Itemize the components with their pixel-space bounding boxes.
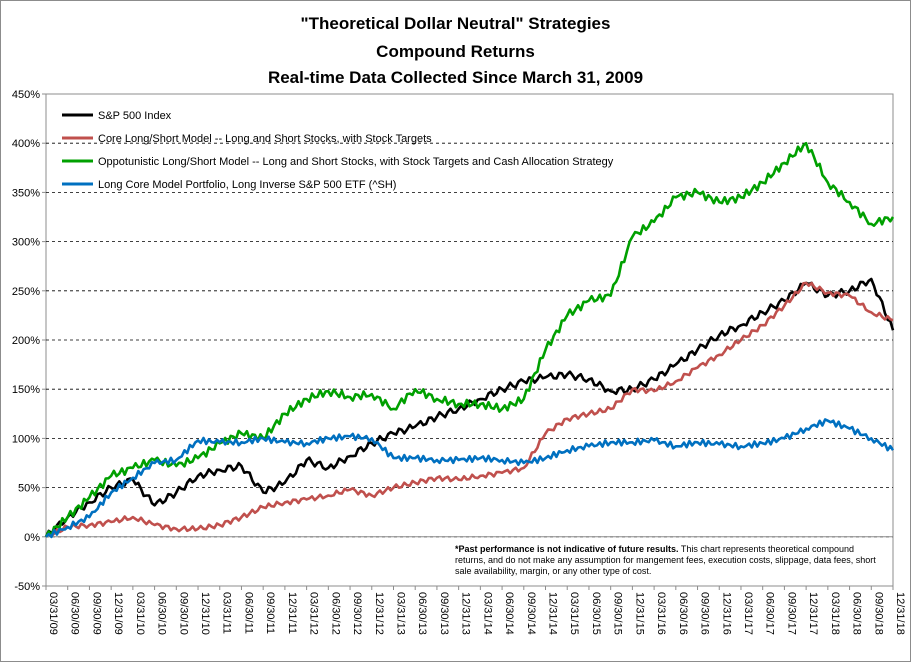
x-tick-label: 12/31/10 — [199, 592, 211, 635]
disclaimer-text: This chart represents theoretical compou… — [455, 544, 876, 576]
x-tick-label: 03/31/15 — [568, 592, 580, 635]
x-tick-label: 06/30/11 — [242, 592, 254, 634]
x-tick-label: 06/30/10 — [156, 592, 168, 635]
x-tick-label: 09/30/16 — [699, 592, 711, 635]
disclaimer-note: *Past performance is not indicative of f… — [455, 544, 885, 577]
series-line-2 — [44, 141, 895, 538]
y-tick-label: 50% — [18, 483, 40, 495]
y-tick-label: 450% — [12, 89, 40, 101]
legend-label-3: Long Core Model Portfolio, Long Inverse … — [98, 179, 396, 191]
x-tick-label: 03/31/16 — [655, 592, 667, 635]
chart-subtitle-1: Compound Returns — [376, 42, 535, 61]
chart-title: "Theoretical Dollar Neutral" Strategies — [300, 14, 611, 33]
x-tick-label: 12/31/14 — [547, 592, 559, 635]
legend-label-2: Oppotunistic Long/Short Model -- Long an… — [98, 156, 614, 168]
y-tick-label: 400% — [12, 138, 40, 150]
x-tick-label: 03/31/18 — [829, 592, 841, 635]
x-tick-label: 12/31/15 — [633, 592, 645, 635]
x-tick-label: 09/30/18 — [872, 592, 884, 635]
y-tick-label: 300% — [12, 237, 40, 249]
series-line-0 — [44, 277, 895, 538]
x-tick-label: 06/30/18 — [851, 592, 863, 635]
x-tick-label: 09/30/11 — [264, 592, 276, 634]
disclaimer-bold: *Past performance is not indicative of f… — [455, 544, 679, 554]
x-tick-label: 03/31/11 — [221, 592, 233, 634]
x-tick-label: 06/30/13 — [416, 592, 428, 635]
x-tick-label: 09/30/10 — [177, 592, 189, 635]
x-tick-label: 12/31/11 — [286, 592, 298, 634]
x-tick-label: 12/31/18 — [894, 592, 906, 635]
x-tick-label: 03/31/14 — [481, 592, 493, 635]
y-tick-label: 350% — [12, 187, 40, 199]
x-tick-label: 09/30/12 — [351, 592, 363, 635]
x-tick-label: 06/30/09 — [69, 592, 81, 635]
y-tick-label: -50% — [14, 581, 40, 593]
x-tick-label: 09/30/13 — [438, 592, 450, 635]
x-tick-label: 06/30/17 — [764, 592, 776, 635]
x-tick-label: 06/30/15 — [590, 592, 602, 635]
x-tick-label: 12/31/16 — [720, 592, 732, 635]
y-tick-label: 250% — [12, 286, 40, 298]
x-tick-label: 06/30/14 — [503, 592, 515, 635]
legend-label-0: S&P 500 Index — [98, 110, 172, 122]
series-line-1 — [44, 281, 894, 538]
x-tick-label: 03/31/10 — [134, 592, 146, 635]
x-tick-label: 12/31/13 — [460, 592, 472, 635]
y-tick-label: 0% — [24, 532, 40, 544]
x-tick-label: 03/31/13 — [394, 592, 406, 635]
x-tick-label: 12/31/17 — [807, 592, 819, 635]
x-tick-label: 12/31/09 — [112, 592, 124, 635]
chart-subtitle-2: Real-time Data Collected Since March 31,… — [267, 68, 644, 87]
y-tick-label: 100% — [12, 433, 40, 445]
y-tick-label: 200% — [12, 335, 40, 347]
x-tick-label: 09/30/15 — [612, 592, 624, 635]
x-tick-label: 03/31/09 — [47, 592, 59, 635]
x-tick-label: 06/30/12 — [329, 592, 341, 635]
x-tick-label: 03/31/17 — [742, 592, 754, 635]
legend-label-1: Core Long/Short Model -- Long and Short … — [98, 133, 432, 145]
x-tick-label: 06/30/16 — [677, 592, 689, 635]
x-tick-label: 09/30/14 — [525, 592, 537, 635]
y-tick-label: 150% — [12, 384, 40, 396]
x-tick-label: 09/30/09 — [90, 592, 102, 635]
x-tick-label: 12/31/12 — [373, 592, 385, 635]
x-tick-label: 09/30/17 — [785, 592, 797, 635]
series-line-3 — [45, 418, 895, 539]
x-tick-label: 03/31/12 — [308, 592, 320, 635]
